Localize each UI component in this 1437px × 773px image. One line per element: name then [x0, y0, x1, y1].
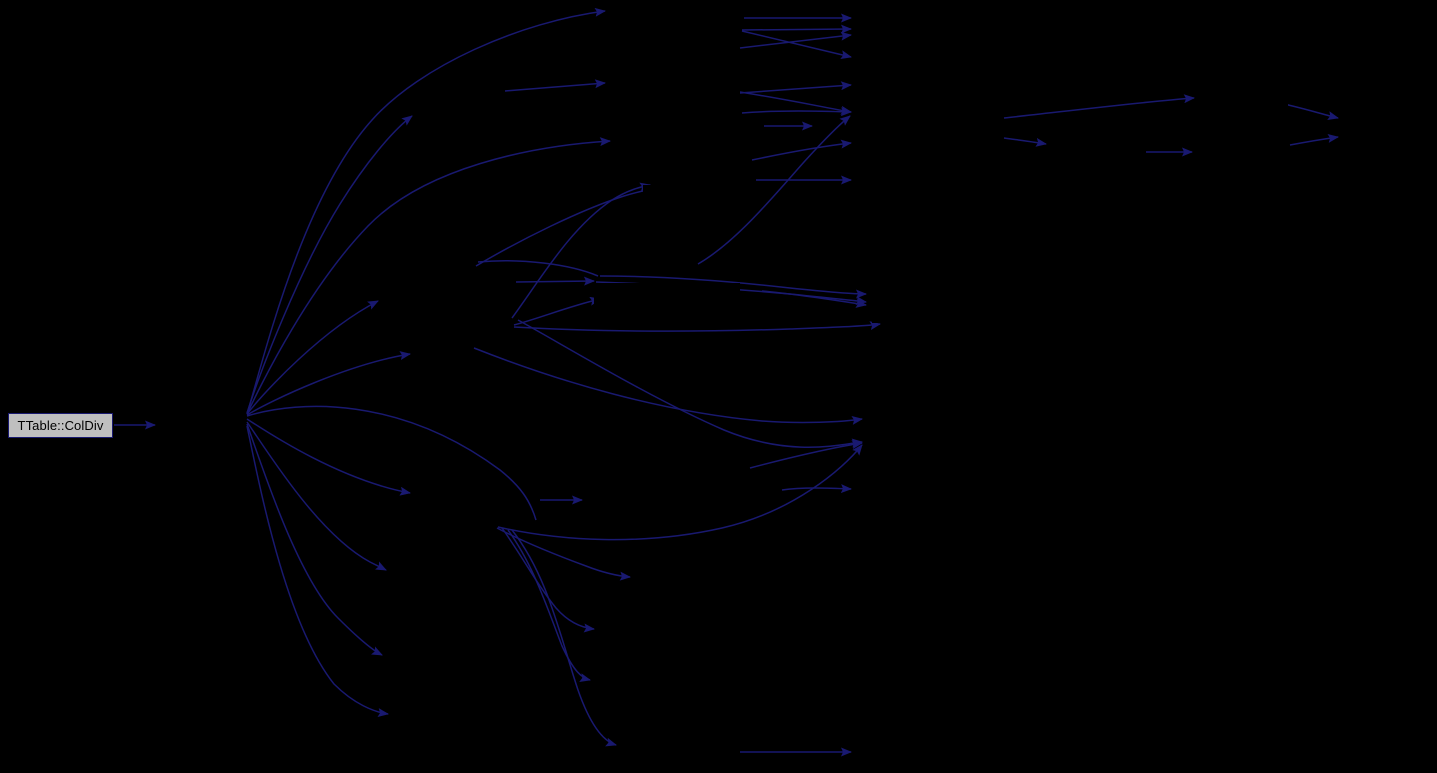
- edge-hub-up-1: [246, 7, 606, 415]
- graph-node[interactable]: [1345, 128, 1435, 151]
- graph-node[interactable]: [613, 0, 739, 23]
- edge-c4-g: [749, 440, 863, 469]
- edge-hub-sweep: [246, 405, 537, 521]
- graph-node[interactable]: [638, 563, 740, 586]
- edge-c4-e: [473, 347, 863, 425]
- edge-c5-e: [1289, 133, 1339, 146]
- edge-c2-d: [513, 296, 601, 326]
- edge-c4-f: [517, 319, 863, 448]
- edge-c3-i: [751, 139, 852, 161]
- edge-c4-a: [599, 275, 867, 299]
- edge-c2-f: [475, 184, 661, 267]
- edge-hub-up-4: [246, 300, 379, 415]
- graph-node[interactable]: [610, 71, 740, 94]
- graph-node[interactable]: [885, 318, 1005, 341]
- graph-node[interactable]: [868, 411, 988, 434]
- graph-node[interactable]: [1198, 141, 1286, 164]
- graph-node[interactable]: [1345, 107, 1435, 130]
- edge-hub-down-3: [246, 423, 383, 656]
- edge-c3-k: [697, 115, 851, 265]
- graph-node[interactable]: [618, 288, 740, 311]
- edge-c2-i: [501, 527, 595, 633]
- edge-c2-h: [496, 527, 631, 581]
- edge-c4-i: [781, 484, 852, 494]
- graph-node[interactable]: [860, 47, 980, 70]
- edge-hub-up-3: [246, 137, 611, 415]
- edge-c4-c: [761, 290, 867, 308]
- graph-node[interactable]: [602, 615, 740, 638]
- graph-node-root[interactable]: TTable::ColDiv: [8, 413, 113, 438]
- graph-node[interactable]: [636, 483, 740, 506]
- graph-node[interactable]: [860, 169, 980, 192]
- graph-node[interactable]: [860, 742, 980, 765]
- edge-c2-k: [511, 529, 617, 747]
- edge-c5-d: [1283, 103, 1339, 120]
- graph-node[interactable]: [1052, 134, 1122, 157]
- graph-node[interactable]: [860, 478, 980, 501]
- graph-node[interactable]: [616, 131, 740, 154]
- edge-c3-h: [741, 107, 852, 117]
- graph-node[interactable]: [598, 667, 740, 690]
- edge-c5-a: [1003, 94, 1195, 119]
- edge-c5-b: [1003, 137, 1047, 147]
- edge-c3-c: [741, 30, 852, 60]
- graph-node-label: TTable::ColDiv: [17, 418, 104, 433]
- edge-c3-f: [739, 91, 852, 115]
- edge-c3-e: [739, 81, 852, 94]
- graph-node[interactable]: [860, 133, 980, 156]
- edge-c2-b: [477, 260, 599, 277]
- graph-node[interactable]: [626, 731, 740, 754]
- edge-c2-c: [515, 276, 595, 286]
- graph-node[interactable]: [868, 434, 988, 457]
- edge-c2-e: [511, 182, 651, 319]
- edge-c3-b: [741, 24, 852, 34]
- edge-c3-d: [739, 31, 852, 49]
- edge-hub-down-2: [246, 421, 387, 571]
- edge-group: [114, 7, 1339, 757]
- graph-node[interactable]: [660, 187, 740, 210]
- edge-c4-d: [513, 321, 881, 332]
- graph-node[interactable]: [1200, 92, 1288, 115]
- edge-hub-up-2: [246, 115, 413, 414]
- edge-c2-j: [507, 529, 591, 682]
- edge-hub-down-4: [246, 425, 389, 718]
- edge-hub-down-1: [246, 418, 411, 496]
- edge-c4-h: [497, 444, 863, 541]
- edge-hub-up-5: [246, 351, 411, 416]
- graph-node[interactable]: [860, 75, 980, 98]
- edge-c2-a: [504, 79, 606, 92]
